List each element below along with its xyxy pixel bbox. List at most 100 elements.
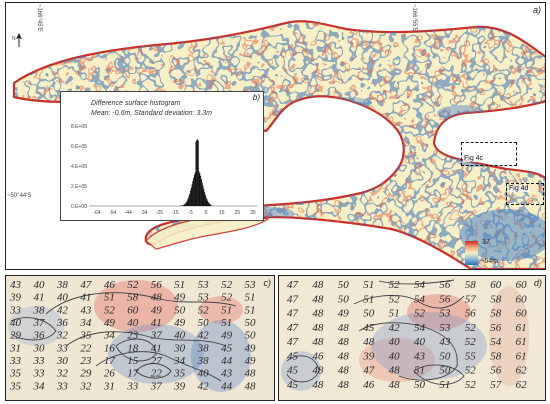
- sounding-value: 48: [338, 365, 350, 377]
- sounding-value: 48: [389, 379, 401, 391]
- sounding-value: 40: [174, 330, 186, 342]
- lon-left-label: ~166°45'E: [36, 4, 42, 32]
- histogram-x-tick: -44: [125, 210, 132, 216]
- sounding-value: 51: [363, 279, 374, 291]
- sounding-value: 47: [287, 308, 299, 320]
- sounding-value: 62: [516, 365, 528, 377]
- sounding-value: 52: [414, 308, 426, 320]
- sounding-value: 43: [414, 350, 426, 362]
- histogram-bar: [200, 176, 202, 206]
- histogram-bar: [187, 198, 189, 206]
- sounding-value: 48: [338, 350, 350, 362]
- sounding-value: 61: [516, 336, 527, 348]
- sounding-value: 18: [127, 342, 139, 354]
- sounding-value: 48: [245, 368, 257, 380]
- sounding-value: 49: [245, 342, 257, 354]
- histogram-x-tick: -54: [109, 210, 116, 216]
- fig4c-label: Fig 4c: [463, 155, 485, 162]
- sounding-value: 26: [104, 368, 116, 380]
- histogram-x-tick: -5: [188, 210, 193, 216]
- sounding-value: 50: [414, 379, 426, 391]
- sounding-value: 38: [197, 355, 210, 367]
- sounding-value: 49: [245, 355, 257, 367]
- lat-label: ~50°44'S: [7, 193, 32, 199]
- histogram-bar: [210, 204, 212, 206]
- sounding-value: 52: [389, 293, 401, 305]
- sounding-value: 40: [57, 292, 68, 304]
- histogram-bar: [182, 205, 183, 206]
- colorbar-min-label: -64m: [482, 258, 498, 265]
- sounding-value: 44: [221, 355, 233, 367]
- sounding-value: 56: [439, 293, 451, 305]
- sounding-value: 57: [490, 379, 502, 391]
- sounding-value: 58: [127, 292, 139, 304]
- histogram-bar: [193, 177, 195, 206]
- sounding-value: 58: [490, 308, 502, 320]
- sounding-value: 48: [312, 379, 324, 391]
- histogram-bar: [185, 203, 187, 206]
- sounding-value: 50: [439, 365, 451, 377]
- histogram-bar: [195, 141, 197, 206]
- histogram-bar: [204, 192, 206, 206]
- sounding-value: 34: [32, 380, 45, 392]
- histogram-bar: [194, 172, 196, 206]
- sounding-value: 56: [490, 322, 502, 334]
- sounding-value: 52: [465, 379, 477, 391]
- sounding-value: 58: [490, 293, 502, 305]
- histogram-bar: [191, 184, 193, 206]
- sounding-value: 51: [363, 293, 374, 305]
- sounding-value: 38: [197, 342, 210, 354]
- sounding-value: 33: [126, 380, 139, 392]
- sounding-value: 56: [490, 365, 502, 377]
- sounding-value: 15: [127, 355, 139, 367]
- histogram-x-tick: -34: [140, 210, 147, 216]
- sounding-value: 35: [9, 380, 22, 392]
- sounding-value: 52: [221, 279, 233, 291]
- sounding-value: 30: [56, 355, 68, 367]
- sounding-value: 52: [465, 322, 477, 334]
- sounding-value: 52: [465, 336, 477, 348]
- sounding-value: 51: [439, 379, 450, 391]
- sounding-value: 52: [104, 304, 116, 316]
- sounding-value: 61: [516, 350, 527, 362]
- sounding-value: 37: [32, 317, 45, 329]
- sounding-value: 51: [174, 279, 185, 291]
- sounding-value: 48: [312, 365, 324, 377]
- histogram-bar: [197, 139, 198, 206]
- sounding-value: 47: [363, 365, 375, 377]
- panel-d-sounding-detail: 47 48 50 51 52 54 56 58 60 60 47 48 50 51 52 54 56 57 58 60…: [278, 275, 546, 401]
- histogram-bar: [186, 201, 187, 206]
- fig4d-callout-box: Fig 4d: [506, 183, 544, 205]
- sounding-value: 40: [389, 336, 401, 348]
- sounding-value: 23: [127, 330, 139, 342]
- histogram-bar: [198, 171, 200, 206]
- sounding-value: 58: [490, 350, 502, 362]
- sounding-value: 51: [414, 365, 425, 377]
- sounding-value: 40: [33, 279, 45, 291]
- panel-a-difference-map: N ~166°45'E ~166°55'E ~50°44'S a) Fig 4c…: [5, 2, 546, 270]
- sounding-value: 48: [312, 308, 324, 320]
- north-arrow-icon: [16, 33, 22, 47]
- histogram-bar: [208, 202, 209, 206]
- sounding-value: 22: [80, 342, 92, 354]
- sounding-value: 27: [151, 355, 163, 367]
- sounding-value: 50: [338, 279, 350, 291]
- sounding-value: 50: [198, 317, 210, 329]
- panel-d-sounding-grid: 47 48 50 51 52 54 56 58 60 60 47 48 50 51 52 54 56 57 58 60…: [279, 276, 545, 400]
- sounding-value: 32: [56, 368, 68, 380]
- sounding-value: 60: [516, 279, 528, 291]
- sounding-value: 35: [9, 368, 22, 380]
- sounding-value: 56: [439, 279, 451, 291]
- sounding-value: 40: [414, 336, 426, 348]
- sounding-value: 48: [338, 336, 350, 348]
- sounding-value: 47: [287, 293, 299, 305]
- sounding-value: 41: [151, 342, 162, 354]
- sounding-value: 31: [103, 380, 115, 392]
- histogram-x-tick: 35: [250, 210, 256, 216]
- sounding-value: 50: [245, 330, 257, 342]
- sounding-value: 22: [151, 368, 163, 380]
- sounding-value: 45: [363, 322, 375, 334]
- sounding-value: 47: [80, 279, 92, 291]
- sounding-value: 48: [338, 379, 350, 391]
- sounding-value: 60: [516, 293, 528, 305]
